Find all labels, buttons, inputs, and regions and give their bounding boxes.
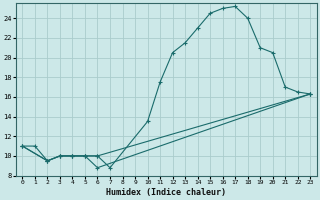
X-axis label: Humidex (Indice chaleur): Humidex (Indice chaleur) <box>106 188 226 197</box>
